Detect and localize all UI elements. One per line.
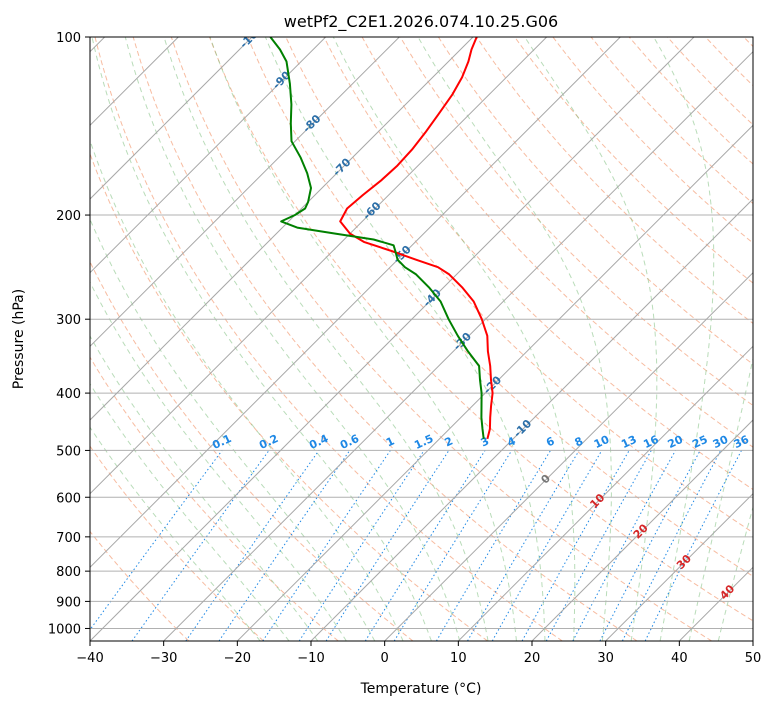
moist-adiabat-line bbox=[163, 37, 489, 641]
x-tick-label: 20 bbox=[524, 651, 541, 666]
isotherm-line bbox=[90, 37, 400, 348]
y-tick-label: 500 bbox=[56, 444, 81, 459]
y-tick-label: 100 bbox=[56, 31, 81, 46]
mixing-ratio-line bbox=[644, 450, 742, 641]
mixing-ratio-line bbox=[90, 450, 223, 631]
moist-adiabat-line bbox=[124, 37, 461, 641]
y-tick-label: 700 bbox=[56, 531, 81, 546]
dry-adiabat-line bbox=[90, 530, 190, 641]
x-tick-label: −30 bbox=[150, 651, 177, 666]
isotherm-line bbox=[605, 492, 753, 641]
y-tick-label: 800 bbox=[56, 565, 81, 580]
x-tick-label: −40 bbox=[76, 651, 103, 666]
x-tick-label: 0 bbox=[381, 651, 389, 666]
y-tick-label: 400 bbox=[56, 387, 81, 402]
background-lines bbox=[90, 37, 753, 641]
isotherm-line bbox=[163, 50, 753, 641]
dry-adiabat-line bbox=[90, 445, 264, 641]
isotherm-line bbox=[90, 37, 327, 274]
chart-title: wetPf2_C2E1.2026.074.10.25.G06 bbox=[284, 12, 558, 32]
isotherm-line bbox=[310, 198, 753, 641]
y-tick-label: 300 bbox=[56, 313, 81, 328]
dry-adiabat-line bbox=[90, 356, 339, 641]
mixing-ratio-line bbox=[393, 450, 513, 641]
dry-adiabat-line bbox=[247, 37, 753, 577]
y-axis-label: Pressure (hPa) bbox=[11, 289, 27, 389]
mixing-ratio-line bbox=[621, 450, 722, 641]
isotherm-line bbox=[90, 37, 253, 200]
plot-frame bbox=[89, 36, 754, 642]
moist-adiabat-line bbox=[90, 335, 319, 641]
mixing-ratio-line bbox=[185, 450, 320, 641]
isotherm-line bbox=[90, 37, 548, 495]
isotherm-line bbox=[236, 124, 753, 641]
moist-adiabat-line bbox=[91, 37, 432, 641]
y-tick-label: 200 bbox=[56, 209, 81, 224]
mixing-ratio-label: 36 bbox=[732, 433, 752, 451]
mixing-ratio-line bbox=[298, 450, 425, 641]
moist-adiabat-line bbox=[332, 37, 576, 641]
x-axis-label: Temperature (°C) bbox=[360, 681, 482, 697]
x-tick-label: 30 bbox=[597, 651, 614, 666]
mixing-ratio-line bbox=[545, 450, 652, 641]
dry-adiabat-line bbox=[514, 37, 753, 284]
y-tick-label: 600 bbox=[56, 491, 81, 506]
isotherm-line bbox=[457, 345, 753, 641]
y-tick-label: 1000 bbox=[48, 622, 81, 637]
moist-adiabat-line bbox=[90, 426, 261, 641]
moist-adiabat-line bbox=[524, 37, 658, 641]
dry-adiabat-line bbox=[90, 152, 488, 641]
dry-adiabat-line bbox=[94, 37, 563, 641]
isotherm-line bbox=[384, 271, 753, 641]
mixing-ratio-line bbox=[262, 450, 391, 641]
moist-adiabat-line bbox=[209, 37, 517, 641]
axis-ticks: −40 −30 −20 −10 0 10 20 30 40 50 100 200 300 400 500 60… bbox=[48, 31, 761, 666]
moist-adiabat-line bbox=[90, 138, 404, 641]
x-tick-label: 10 bbox=[450, 651, 467, 666]
dry-adiabat-line bbox=[437, 37, 753, 365]
mixing-ratio-label: 16 bbox=[641, 433, 661, 451]
sounding-profiles bbox=[269, 37, 494, 440]
dry-adiabat-line bbox=[132, 37, 638, 641]
moist-adiabat-line bbox=[264, 37, 546, 641]
mixing-ratio-label: 13 bbox=[619, 433, 638, 451]
moist-adiabat-line bbox=[653, 37, 715, 641]
dry-adiabat-line bbox=[170, 37, 712, 641]
x-tick-label: 50 bbox=[745, 651, 762, 666]
dewpoint-profile-line bbox=[269, 37, 485, 440]
dry-adiabat-line bbox=[209, 37, 753, 622]
mixing-ratio-label: 30 bbox=[711, 433, 731, 451]
mixing-ratio-line bbox=[521, 450, 630, 641]
mixing-ratio-label: 10 bbox=[592, 433, 612, 451]
mixing-ratio-label: 20 bbox=[666, 433, 686, 451]
dry-adiabat-line bbox=[399, 37, 753, 407]
x-tick-label: −10 bbox=[297, 651, 324, 666]
y-tick-label: 900 bbox=[56, 595, 81, 610]
moist-adiabat-line bbox=[417, 37, 612, 641]
x-tick-label: 40 bbox=[671, 651, 688, 666]
isotherm-line bbox=[90, 37, 621, 569]
isotherm-line bbox=[90, 37, 474, 421]
moist-adiabat-line bbox=[90, 217, 376, 641]
x-tick-label: −20 bbox=[224, 651, 251, 666]
dry-adiabat-line bbox=[323, 37, 753, 491]
mixing-ratio-line bbox=[218, 450, 351, 641]
mixing-ratio-line bbox=[325, 450, 450, 641]
mixing-ratio-line bbox=[572, 450, 676, 641]
isotherm-line bbox=[531, 419, 753, 641]
temperature-profile-line bbox=[339, 37, 494, 440]
isotherm-line bbox=[90, 37, 695, 641]
moist-adiabat-line bbox=[90, 382, 290, 641]
mixing-ratio-label: 25 bbox=[690, 433, 709, 451]
